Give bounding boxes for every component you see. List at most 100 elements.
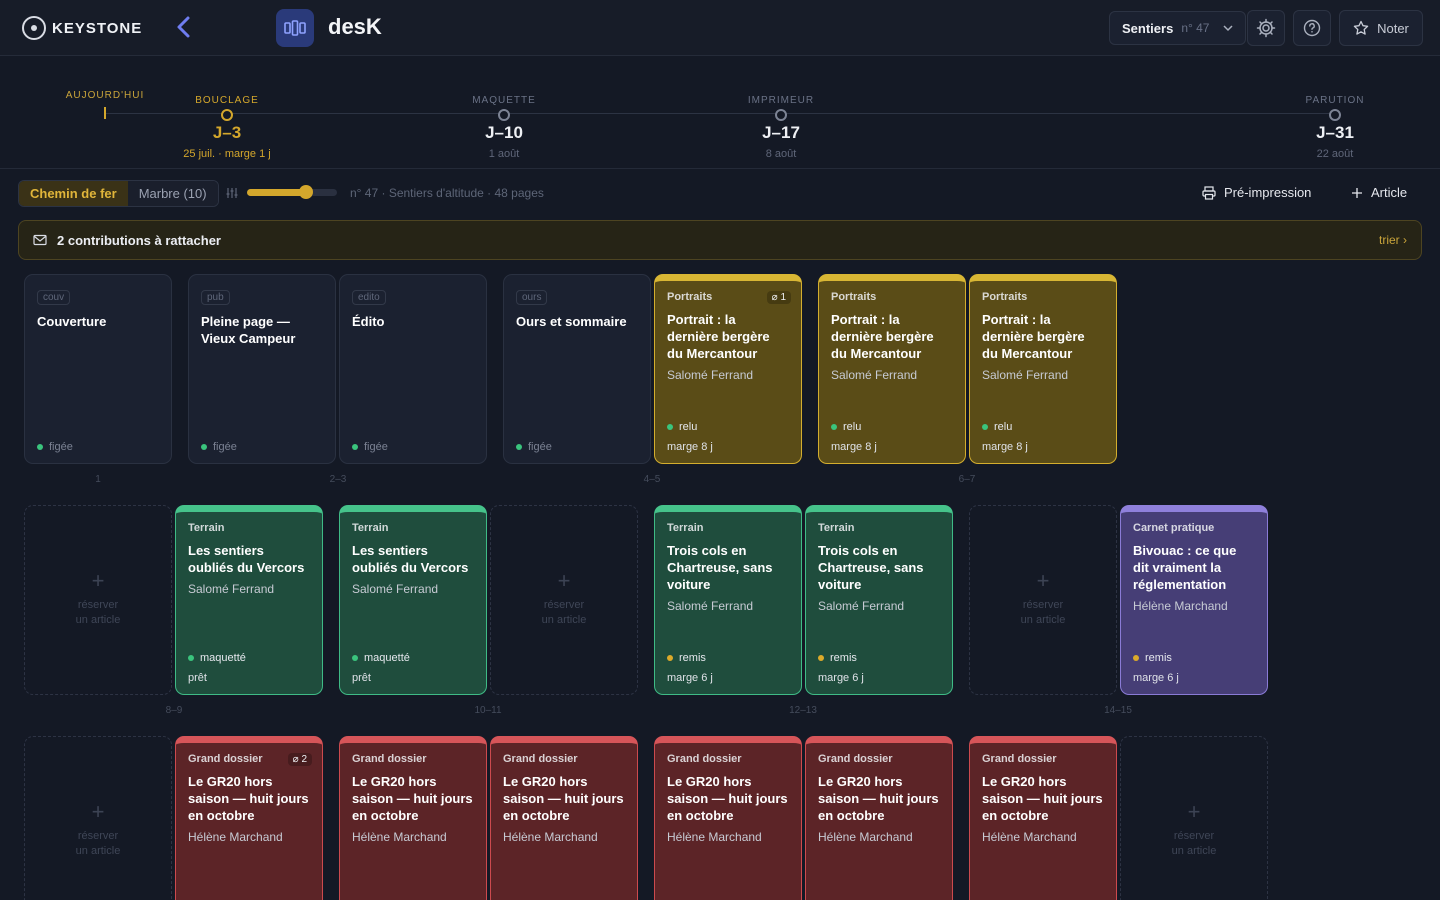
card-margin: prêt [352,672,371,684]
stage-maquette[interactable]: MAQUETTE J–10 1 août [472,95,536,160]
card-rubric: Grand dossier [982,753,1057,765]
plus-icon: + [91,799,105,824]
card-author: Hélène Marchand [667,830,762,844]
page-number: 8–9 [165,705,183,716]
publication-name: Sentiers [1122,20,1174,36]
card-margin: marge 6 j [1133,672,1179,684]
card-title: Les sentiers oubliés du Vercors [352,543,469,575]
contributions-banner[interactable]: 2 contributions à rattacher trier › [18,220,1422,260]
reserve-label: réserver un article [1171,830,1217,857]
zoom-slider[interactable] [247,185,337,199]
card-author: Hélène Marchand [188,830,283,844]
zoom-slider-handle[interactable] [298,185,313,199]
card-status: maquetté [352,652,410,664]
article-card-portrait[interactable]: Portraits Portrait : la dernière bergère… [969,274,1117,464]
article-card-terrain[interactable]: Terrain Trois cols en Chartreuse, sans v… [654,505,802,695]
card-rubric: Grand dossier [667,753,742,765]
publication-select[interactable]: Sentiers n° 47 [1109,11,1246,45]
card-rubric: Carnet pratique [1133,522,1215,534]
article-card-dossier[interactable]: Grand dossier Le GR20 hors saison — huit… [969,736,1117,900]
stage-bouclage[interactable]: BOUCLAGE J–3 25 juil. · marge 1 j [183,95,271,160]
help-button[interactable] [1293,10,1331,46]
card-author: Hélène Marchand [503,830,598,844]
card-rubric: Terrain [818,522,855,534]
stage-parution[interactable]: PARUTION J–31 22 août [1305,95,1365,160]
article-card-terrain[interactable]: Terrain Les sentiers oubliés du Vercors … [339,505,487,695]
preprint-label: Pré-impression [1224,185,1312,200]
article-card-dossier[interactable]: Grand dossier Le GR20 hors saison — huit… [805,736,953,900]
article-card-carnet[interactable]: Carnet pratique Bivouac : ce que dit vra… [1120,505,1268,695]
card-status: remis [818,652,857,664]
article-card-dossier[interactable]: Grand dossier Le GR20 hors saison — huit… [654,736,802,900]
add-article-button[interactable]: Article [1351,185,1407,200]
card-status: figée [352,441,388,453]
card-title: Pleine page — Vieux Campeur [201,314,296,346]
issue-meta: n° 47 · Sentiers d'altitude · 48 pages [350,186,544,200]
timeline-track [104,113,1336,114]
status-dot [667,424,673,430]
back-button[interactable] [174,14,198,42]
card-status: relu [667,421,697,433]
page-card-couverture[interactable]: couv Couverture figée [24,274,172,464]
card-status: remis [1133,652,1172,664]
help-circle-icon [1303,19,1321,37]
star-icon [1353,20,1369,35]
article-card-portrait[interactable]: Portraits Portrait : la dernière bergère… [818,274,966,464]
card-rubric: Grand dossier [503,753,578,765]
reserve-slot[interactable]: + réserver un article [490,505,638,695]
card-margin: marge 6 j [818,672,864,684]
card-rubric: Portraits [831,291,877,303]
reserve-label: réserver un article [1020,599,1066,626]
article-card-dossier[interactable]: Grand dossier ⌀ 2 Le GR20 hors saison — … [175,736,323,900]
reserve-label: réserver un article [541,599,587,626]
page-card-edito[interactable]: edito Édito figée [339,274,487,464]
status-dot [818,655,824,661]
page-card-ours[interactable]: ours Ours et sommaire figée [503,274,651,464]
app-icon[interactable] [276,9,314,47]
reserve-slot[interactable]: + réserver un article [24,505,172,695]
page-card-pub[interactable]: pub Pleine page — Vieux Campeur figée [188,274,336,464]
attachment-badge: ⌀ 1 [766,291,791,304]
card-status: figée [516,441,552,453]
plus-icon: + [1187,799,1201,824]
card-author: Salomé Ferrand [667,368,754,382]
card-status: relu [831,421,861,433]
brand-logo[interactable]: KEYSTONE [22,16,142,40]
settings-button[interactable] [1247,10,1285,46]
status-dot [352,444,358,450]
card-title: Portrait : la dernière bergère du Mercan… [667,312,770,361]
article-card-dossier[interactable]: Grand dossier Le GR20 hors saison — huit… [490,736,638,900]
card-title: Le GR20 hors saison — huit jours en octo… [667,774,788,823]
page-type-tag: ours [516,290,548,305]
card-title: Le GR20 hors saison — huit jours en octo… [352,774,473,823]
sort-link[interactable]: trier › [1378,233,1407,247]
reserve-slot[interactable]: + réserver un article [969,505,1117,695]
tab-marbre[interactable]: Marbre (10) [127,181,218,206]
tab-chemin-de-fer[interactable]: Chemin de fer [19,181,128,206]
reserve-label: réserver un article [75,599,121,626]
reserve-slot[interactable]: + réserver un article [1120,736,1268,900]
card-author: Salomé Ferrand [982,368,1069,382]
today-label: AUJOURD'HUI [65,90,145,101]
keystone-logo-icon [22,16,46,40]
article-card-terrain[interactable]: Terrain Les sentiers oubliés du Vercors … [175,505,323,695]
card-title: Le GR20 hors saison — huit jours en octo… [503,774,624,823]
article-card-dossier[interactable]: Grand dossier Le GR20 hors saison — huit… [339,736,487,900]
card-author: Salomé Ferrand [667,599,754,613]
card-status: figée [201,441,237,453]
plus-icon: + [557,568,571,593]
card-rubric: Portraits [667,291,713,303]
preprint-button[interactable]: Pré-impression [1202,185,1311,200]
rate-button[interactable]: Noter [1339,10,1423,46]
status-dot [982,424,988,430]
card-author: Hélène Marchand [1133,599,1228,613]
card-author: Salomé Ferrand [352,582,439,596]
card-title: Le GR20 hors saison — huit jours en octo… [818,774,939,823]
card-rubric: Grand dossier [352,753,427,765]
status-dot [352,655,358,661]
reserve-slot[interactable]: + réserver un article [24,736,172,900]
article-card-portrait[interactable]: Portraits ⌀ 1 Portrait : la dernière ber… [654,274,802,464]
stage-imprimeur[interactable]: IMPRIMEUR J–17 8 août [747,95,815,160]
card-author: Salomé Ferrand [818,599,905,613]
article-card-terrain[interactable]: Terrain Trois cols en Chartreuse, sans v… [805,505,953,695]
